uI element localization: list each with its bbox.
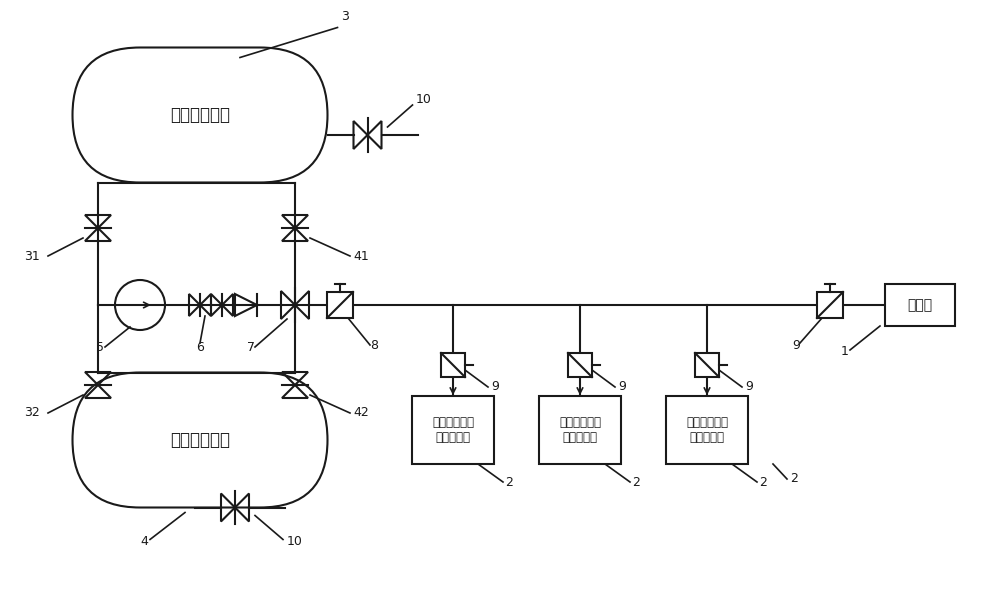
Text: 5: 5	[96, 341, 104, 354]
Text: 煤码头卸船机
的抑尘系统: 煤码头卸船机 的抑尘系统	[432, 416, 474, 444]
Text: 3: 3	[342, 10, 349, 23]
Text: 2: 2	[790, 472, 798, 485]
Text: 第二备用水罐: 第二备用水罐	[170, 431, 230, 449]
Bar	[327, 292, 353, 318]
Text: 6: 6	[196, 341, 204, 354]
Text: 煤码头卸船机
的抑尘系统: 煤码头卸船机 的抑尘系统	[686, 416, 728, 444]
Text: 10: 10	[287, 535, 303, 548]
Text: 2: 2	[759, 476, 767, 488]
Text: 9: 9	[491, 381, 499, 394]
Text: 2: 2	[632, 476, 640, 488]
FancyBboxPatch shape	[72, 48, 328, 182]
Text: 42: 42	[353, 406, 369, 419]
Text: 2: 2	[505, 476, 513, 488]
Bar	[441, 353, 465, 377]
Bar	[539, 396, 621, 464]
Text: 31: 31	[24, 250, 40, 263]
Text: 8: 8	[370, 339, 378, 352]
Text: 4: 4	[140, 535, 148, 548]
Text: 41: 41	[353, 250, 369, 263]
Text: 1: 1	[841, 345, 849, 358]
Bar	[568, 353, 592, 377]
Bar	[695, 353, 719, 377]
Bar	[817, 292, 843, 318]
Text: 10: 10	[416, 93, 431, 106]
Text: 第一备用水罐: 第一备用水罐	[170, 106, 230, 124]
Text: 9: 9	[745, 381, 753, 394]
Text: 工业水: 工业水	[907, 298, 933, 312]
Bar	[412, 396, 494, 464]
Text: 32: 32	[24, 406, 40, 419]
Bar	[666, 396, 748, 464]
Text: 煤码头卸船机
的抑尘系统: 煤码头卸船机 的抑尘系统	[559, 416, 601, 444]
FancyBboxPatch shape	[72, 373, 328, 507]
Text: 9: 9	[618, 381, 626, 394]
Text: 7: 7	[247, 341, 255, 354]
Text: 9: 9	[792, 339, 800, 352]
Bar	[885, 284, 955, 326]
